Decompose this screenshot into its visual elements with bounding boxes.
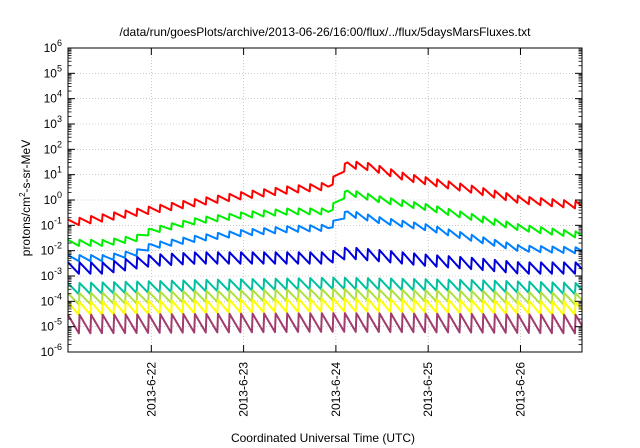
y-tick-label: 105 (44, 63, 62, 80)
flux-series-line (67, 297, 583, 316)
y-tick-label: 106 (44, 38, 62, 55)
y-tick-label: 10-4 (41, 291, 62, 308)
x-tick-label: 2013-6-26 (513, 362, 527, 417)
x-axis-label: Coordinated Universal Time (UTC) (231, 431, 415, 445)
y-axis-label-rest: -s-sr-MeV (19, 140, 33, 193)
y-axis-ticks: 10-6 10-5 10-4 10-3 10-2 10-1 100 101 102 103 104 1… (41, 38, 582, 359)
flux-series-line (67, 287, 583, 306)
y-tick-label: 10-5 (41, 317, 62, 334)
y-axis-label: protons/cm2-s-sr-MeV (18, 140, 33, 256)
series-layer (67, 160, 583, 335)
y-tick-label: 104 (44, 89, 62, 106)
flux-series-line (67, 160, 583, 227)
y-tick-label: 101 (44, 165, 62, 182)
flux-series-line (67, 246, 583, 275)
y-tick-label: 103 (44, 114, 62, 131)
y-tick-label: 10-2 (41, 241, 62, 258)
x-tick-label: 2013-6-22 (144, 362, 158, 417)
flux-series-line (67, 189, 583, 247)
y-tick-label: 10-1 (41, 215, 62, 232)
x-tick-label: 2013-6-23 (237, 362, 251, 417)
y-tick-label: 102 (44, 139, 62, 156)
y-axis-label-base: protons/cm (19, 197, 33, 256)
flux-series-line (67, 276, 583, 296)
y-tick-label: 10-6 (41, 342, 62, 359)
flux-series-line (67, 312, 583, 335)
chart-title: /data/run/goesPlots/archive/2013-06-26/1… (120, 25, 532, 39)
y-axis-label-sup: 2 (18, 192, 27, 197)
x-axis-ticks: 2013-6-22 2013-6-23 2013-6-24 2013-6-25 2013… (144, 48, 527, 417)
flux-series-line (67, 210, 583, 263)
x-tick-label: 2013-6-25 (421, 362, 435, 417)
y-tick-label: 100 (44, 190, 62, 207)
x-tick-label: 2013-6-24 (329, 362, 343, 417)
y-tick-label: 10-3 (41, 266, 62, 283)
